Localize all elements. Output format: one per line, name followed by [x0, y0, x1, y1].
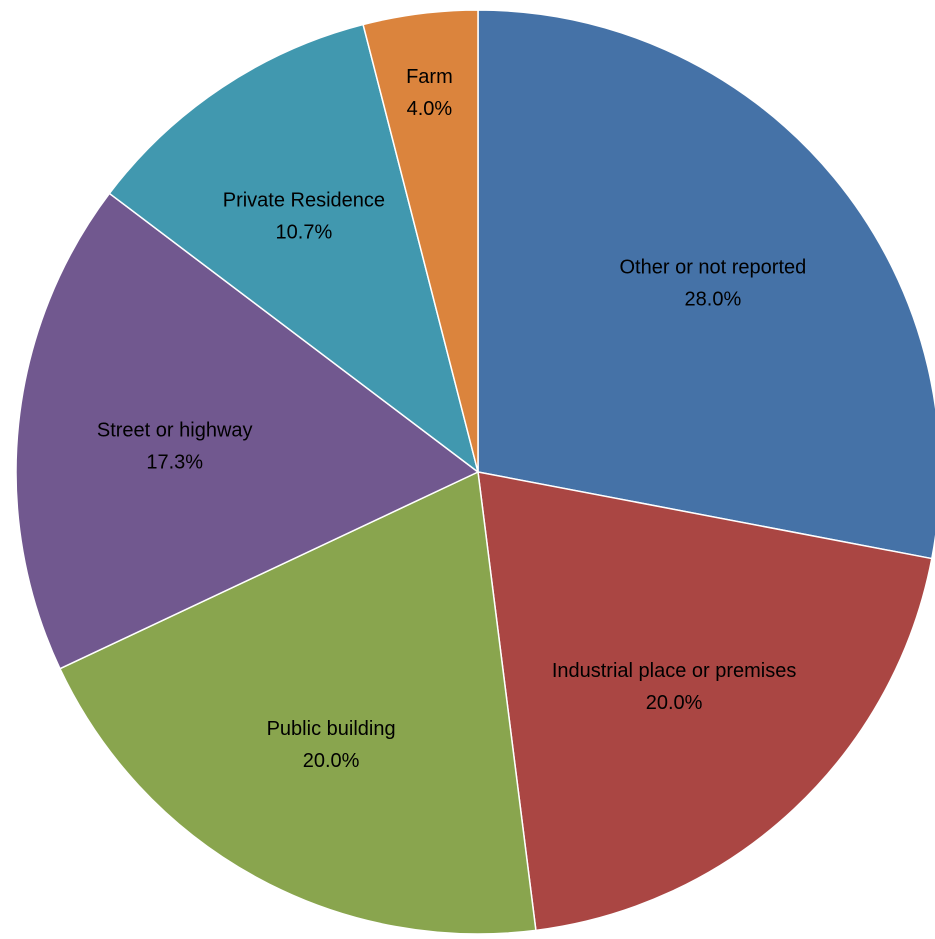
pie-slice-1 — [477, 471, 933, 932]
slice-category-label: Street or highway — [97, 419, 253, 441]
slice-percent-label: 17.3% — [146, 451, 203, 473]
slice-label-2: Public building 20.0% — [267, 718, 396, 772]
slice-percent-label: 20.0% — [646, 692, 703, 714]
slice-label-4: Private Residence 10.7% — [223, 190, 385, 244]
slice-percent-label: 28.0% — [685, 289, 742, 311]
pie-slice-5 — [362, 9, 479, 473]
pie-slice-3 — [15, 192, 479, 670]
slice-percent-label: 10.7% — [276, 222, 333, 244]
slice-category-label: Public building — [267, 718, 396, 740]
slice-label-0: Other or not reported 28.0% — [620, 257, 807, 311]
slice-label-3: Street or highway 17.3% — [97, 419, 253, 473]
slice-percent-label: 20.0% — [303, 750, 360, 772]
pie-slice-4 — [108, 23, 479, 473]
slice-label-1: Industrial place or premises 20.0% — [552, 660, 797, 714]
slice-percent-label: 4.0% — [407, 98, 453, 120]
slice-category-label: Farm — [406, 66, 453, 88]
pie-slice-0 — [477, 9, 935, 560]
slice-category-label: Industrial place or premises — [552, 660, 797, 682]
pie-slice-2 — [59, 471, 537, 935]
slice-label-5: Farm 4.0% — [406, 66, 453, 120]
slice-category-label: Private Residence — [223, 190, 385, 212]
slice-category-label: Other or not reported — [620, 257, 807, 279]
pie-labels: Other or not reported 28.0% Industrial pla… — [97, 66, 806, 772]
pie-slices — [15, 9, 935, 935]
